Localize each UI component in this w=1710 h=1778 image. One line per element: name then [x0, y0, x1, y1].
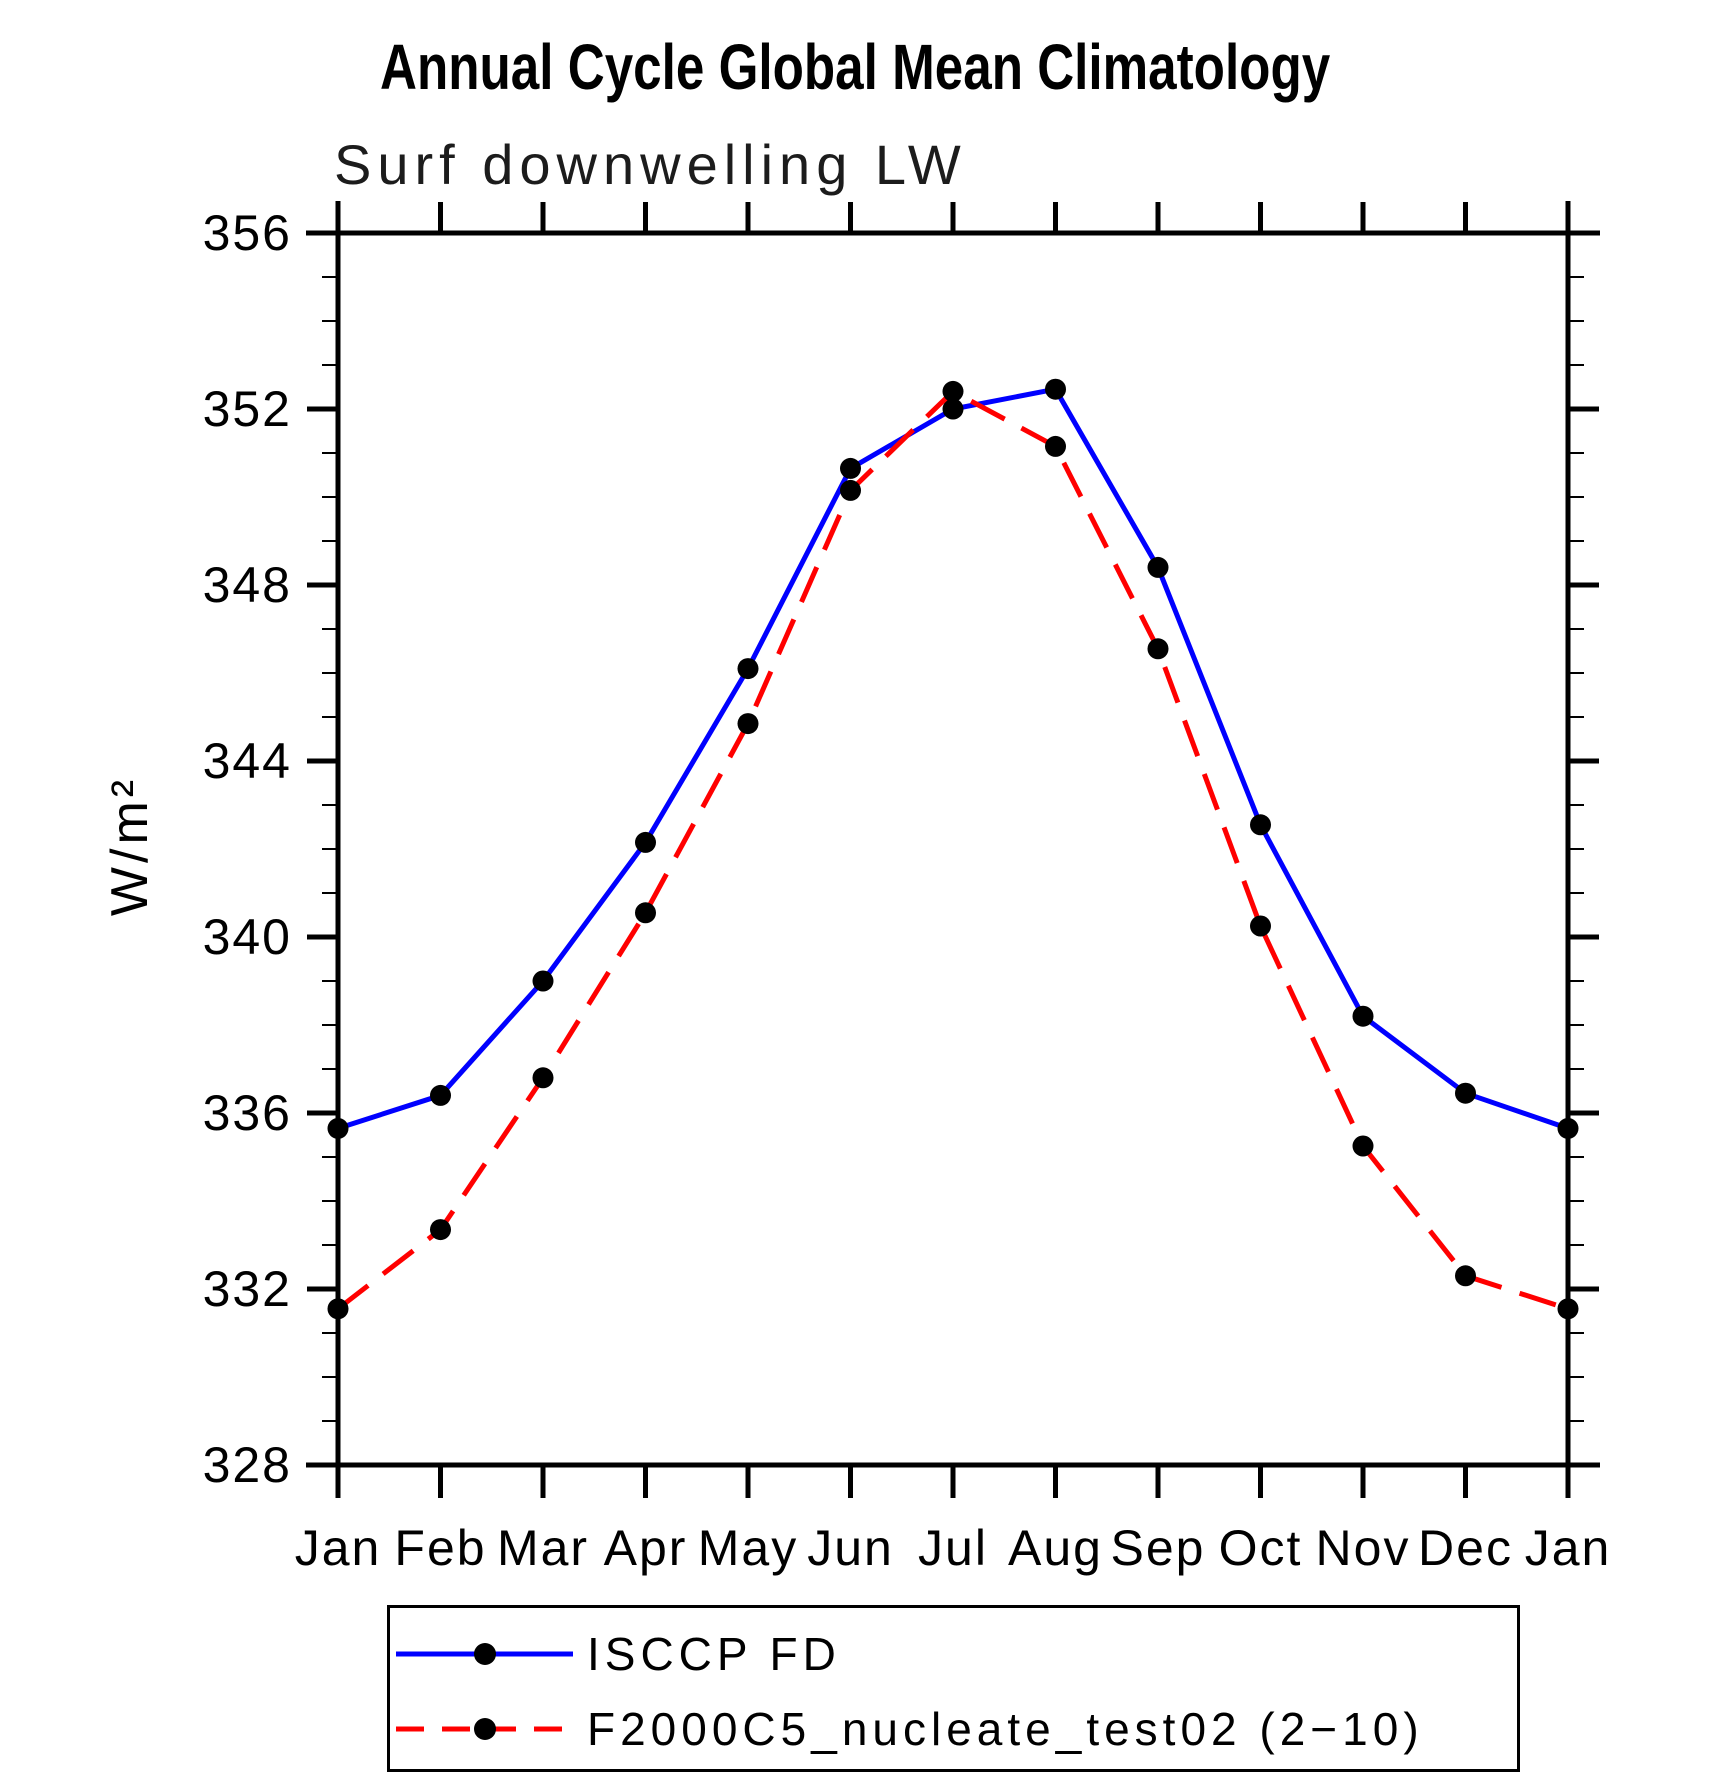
isccp-fd-marker	[327, 1117, 349, 1139]
isccp-fd-marker	[1250, 814, 1271, 836]
x-tick-label: Jun	[807, 1520, 894, 1576]
x-tick-label: Aug	[1008, 1520, 1103, 1576]
legend-item-isccp-fd: ISCCP FD	[396, 1628, 841, 1680]
f2000c5-nucleate-test02--marker	[430, 1219, 451, 1241]
legend-label: ISCCP FD	[587, 1628, 841, 1680]
y-tick-label: 352	[203, 381, 292, 437]
f2000c5-nucleate-test02--marker	[635, 902, 656, 924]
x-tick-label: May	[698, 1520, 798, 1576]
f2000c5-nucleate-test02--marker	[327, 1298, 349, 1320]
chart-subtitle: Surf downwelling LW	[334, 133, 967, 196]
x-tick-label: Feb	[394, 1520, 486, 1576]
y-tick-label: 336	[203, 1085, 292, 1141]
isccp-fd-line	[337, 386, 1569, 1131]
x-tick-label: Apr	[604, 1520, 688, 1576]
x-tick-label: Sep	[1111, 1520, 1206, 1576]
isccp-fd-marker	[532, 970, 554, 992]
f2000c5-nucleate-test02--marker	[1250, 915, 1271, 937]
legend-swatch-dashed-line-icon	[396, 1718, 573, 1740]
isccp-fd-marker	[1557, 1117, 1579, 1139]
isccp-fd-marker	[635, 831, 656, 853]
y-tick-label: 340	[203, 909, 292, 965]
x-tick-label: Jan	[1525, 1520, 1612, 1576]
y-axis-label: W/m²	[101, 775, 159, 917]
f2000c5-nucleate-test02--marker	[737, 713, 759, 735]
y-tick-label: 328	[203, 1437, 292, 1493]
f2000c5-nucleate-test02--marker	[942, 380, 964, 402]
x-tick-label: Jul	[918, 1520, 988, 1576]
isccp-fd-marker	[1147, 556, 1169, 578]
chart-title: Annual Cycle Global Mean Climatology	[380, 31, 1331, 103]
y-tick-label: 348	[203, 557, 292, 613]
isccp-fd-marker	[737, 658, 759, 680]
isccp-fd-marker	[1352, 1005, 1374, 1027]
isccp-fd-marker	[942, 398, 964, 420]
y-tick-label: 356	[203, 205, 292, 261]
x-tick-label: Jan	[295, 1520, 382, 1576]
isccp-fd-marker	[1455, 1082, 1476, 1104]
y-tick-label: 332	[203, 1261, 292, 1317]
legend-swatch-solid-line-icon	[396, 1643, 573, 1665]
f2000c5-nucleate-test02--marker	[1352, 1135, 1374, 1157]
f2000c5-nucleate-test02--marker	[1455, 1265, 1476, 1287]
legend: ISCCP FD F2000C5_nucleate_test02 (2−10)	[387, 1605, 1520, 1772]
isccp-fd-marker	[1045, 378, 1066, 400]
x-tick-label: Mar	[497, 1520, 589, 1576]
legend-label: F2000C5_nucleate_test02 (2−10)	[587, 1703, 1424, 1755]
x-tick-label: Nov	[1316, 1520, 1411, 1576]
x-tick-label: Dec	[1418, 1520, 1513, 1576]
f2000c5-nucleate-test02--marker	[1045, 435, 1066, 457]
f2000c5-nucleate-test02--marker	[532, 1067, 554, 1089]
f2000c5-nucleate-test02--line	[336, 388, 1569, 1312]
y-tick-label: 344	[203, 733, 292, 789]
f2000c5-nucleate-test02--marker	[840, 479, 861, 501]
isccp-fd-marker	[840, 457, 861, 479]
f2000c5-nucleate-test02--marker	[1147, 638, 1169, 660]
x-tick-label: Oct	[1219, 1520, 1303, 1576]
legend-item-f2000c5: F2000C5_nucleate_test02 (2−10)	[396, 1703, 1424, 1755]
f2000c5-nucleate-test02--marker	[1557, 1298, 1579, 1320]
isccp-fd-marker	[430, 1084, 451, 1106]
